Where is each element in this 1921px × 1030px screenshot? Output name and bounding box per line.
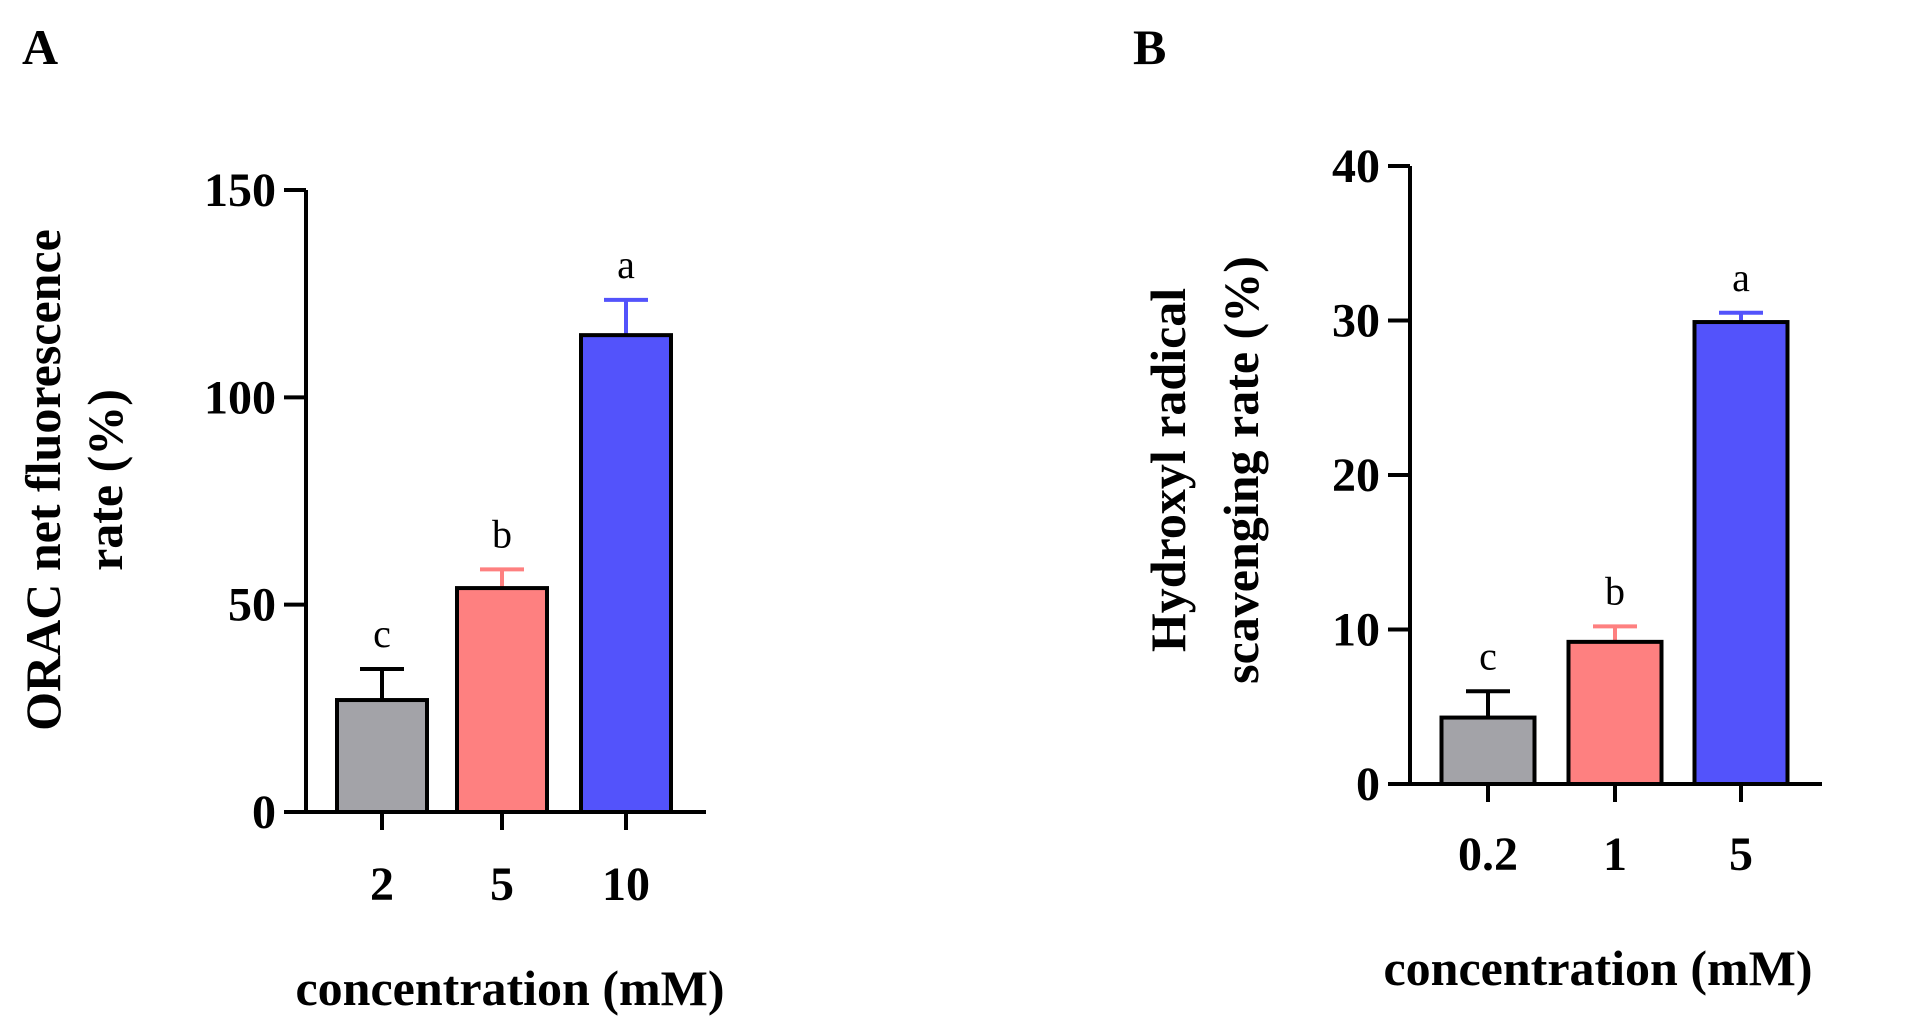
p0-significance-label-0: c (373, 611, 391, 656)
p1-significance-label-1: b (1605, 568, 1625, 613)
p0-bar-1 (455, 586, 549, 815)
x-axis-title-b: concentration (mM) (1383, 940, 1812, 996)
y-axis-title-a-line-2: rate (%) (77, 389, 133, 571)
p1-y-tick-label-1: 10 (1332, 604, 1380, 657)
chart-panel-b: B Hydroxyl radical scavenging rate (%) 0… (1133, 19, 1822, 996)
p1-significance-label-0: c (1479, 633, 1497, 678)
y-axis-title-b-line-1: Hydroxyl radical (1140, 288, 1196, 652)
p0-category-label-1: 5 (490, 858, 514, 911)
p1-bar-0 (1439, 715, 1537, 786)
p1-bar-group-2: 5a (1692, 255, 1790, 881)
p1-category-label-2: 5 (1729, 828, 1753, 881)
p1-significance-label-2: a (1732, 255, 1750, 300)
x-axis-title-a: concentration (mM) (295, 960, 724, 1016)
chart-panel-a: A ORAC net fluorescence rate (%) 0 50 100 1… (15, 19, 725, 1016)
p0-bar-0 (335, 698, 429, 814)
p0-significance-label-2: a (617, 242, 635, 287)
y-axis-title-a: ORAC net fluorescence rate (%) (15, 229, 133, 731)
p1-y-tick-label-3: 30 (1332, 295, 1380, 348)
p1-category-label-1: 1 (1603, 828, 1627, 881)
p0-y-tick-label-2: 100 (204, 371, 276, 424)
p0-significance-label-1: b (492, 511, 512, 556)
p0-bar-group-0: 2c (335, 611, 429, 911)
y-axis-title-b: Hydroxyl radical scavenging rate (%) (1140, 256, 1269, 684)
y-axis-title-a-line-1: ORAC net fluorescence (15, 229, 71, 731)
p1-category-label-0: 0.2 (1458, 828, 1518, 881)
p0-y-tick-label-1: 50 (228, 579, 276, 632)
p1-bar-group-1: 1b (1566, 568, 1664, 881)
p0-y-tick-label-0: 0 (252, 786, 276, 839)
y-axis-title-b-line-2: scavenging rate (%) (1213, 256, 1269, 684)
p1-y-tick-label-2: 20 (1332, 449, 1380, 502)
panel-letter-a: A (22, 19, 58, 75)
p1-bar-group-0: 0.2 c (1439, 633, 1537, 881)
p0-bar-group-1: 5b (455, 511, 549, 911)
panel-letter-b: B (1133, 19, 1166, 75)
p1-bar-2 (1692, 320, 1790, 786)
p0-bar-2 (579, 333, 673, 814)
p1-y-tick-label-0: 0 (1356, 758, 1380, 811)
p0-bar-group-2: 10 a (579, 242, 673, 911)
p0-category-label-0: 2 (370, 858, 394, 911)
p0-category-label-2: 10 (602, 858, 650, 911)
p1-y-tick-label-4: 40 (1332, 140, 1380, 193)
p0-y-tick-label-3: 150 (204, 164, 276, 217)
p1-bar-1 (1566, 639, 1664, 786)
